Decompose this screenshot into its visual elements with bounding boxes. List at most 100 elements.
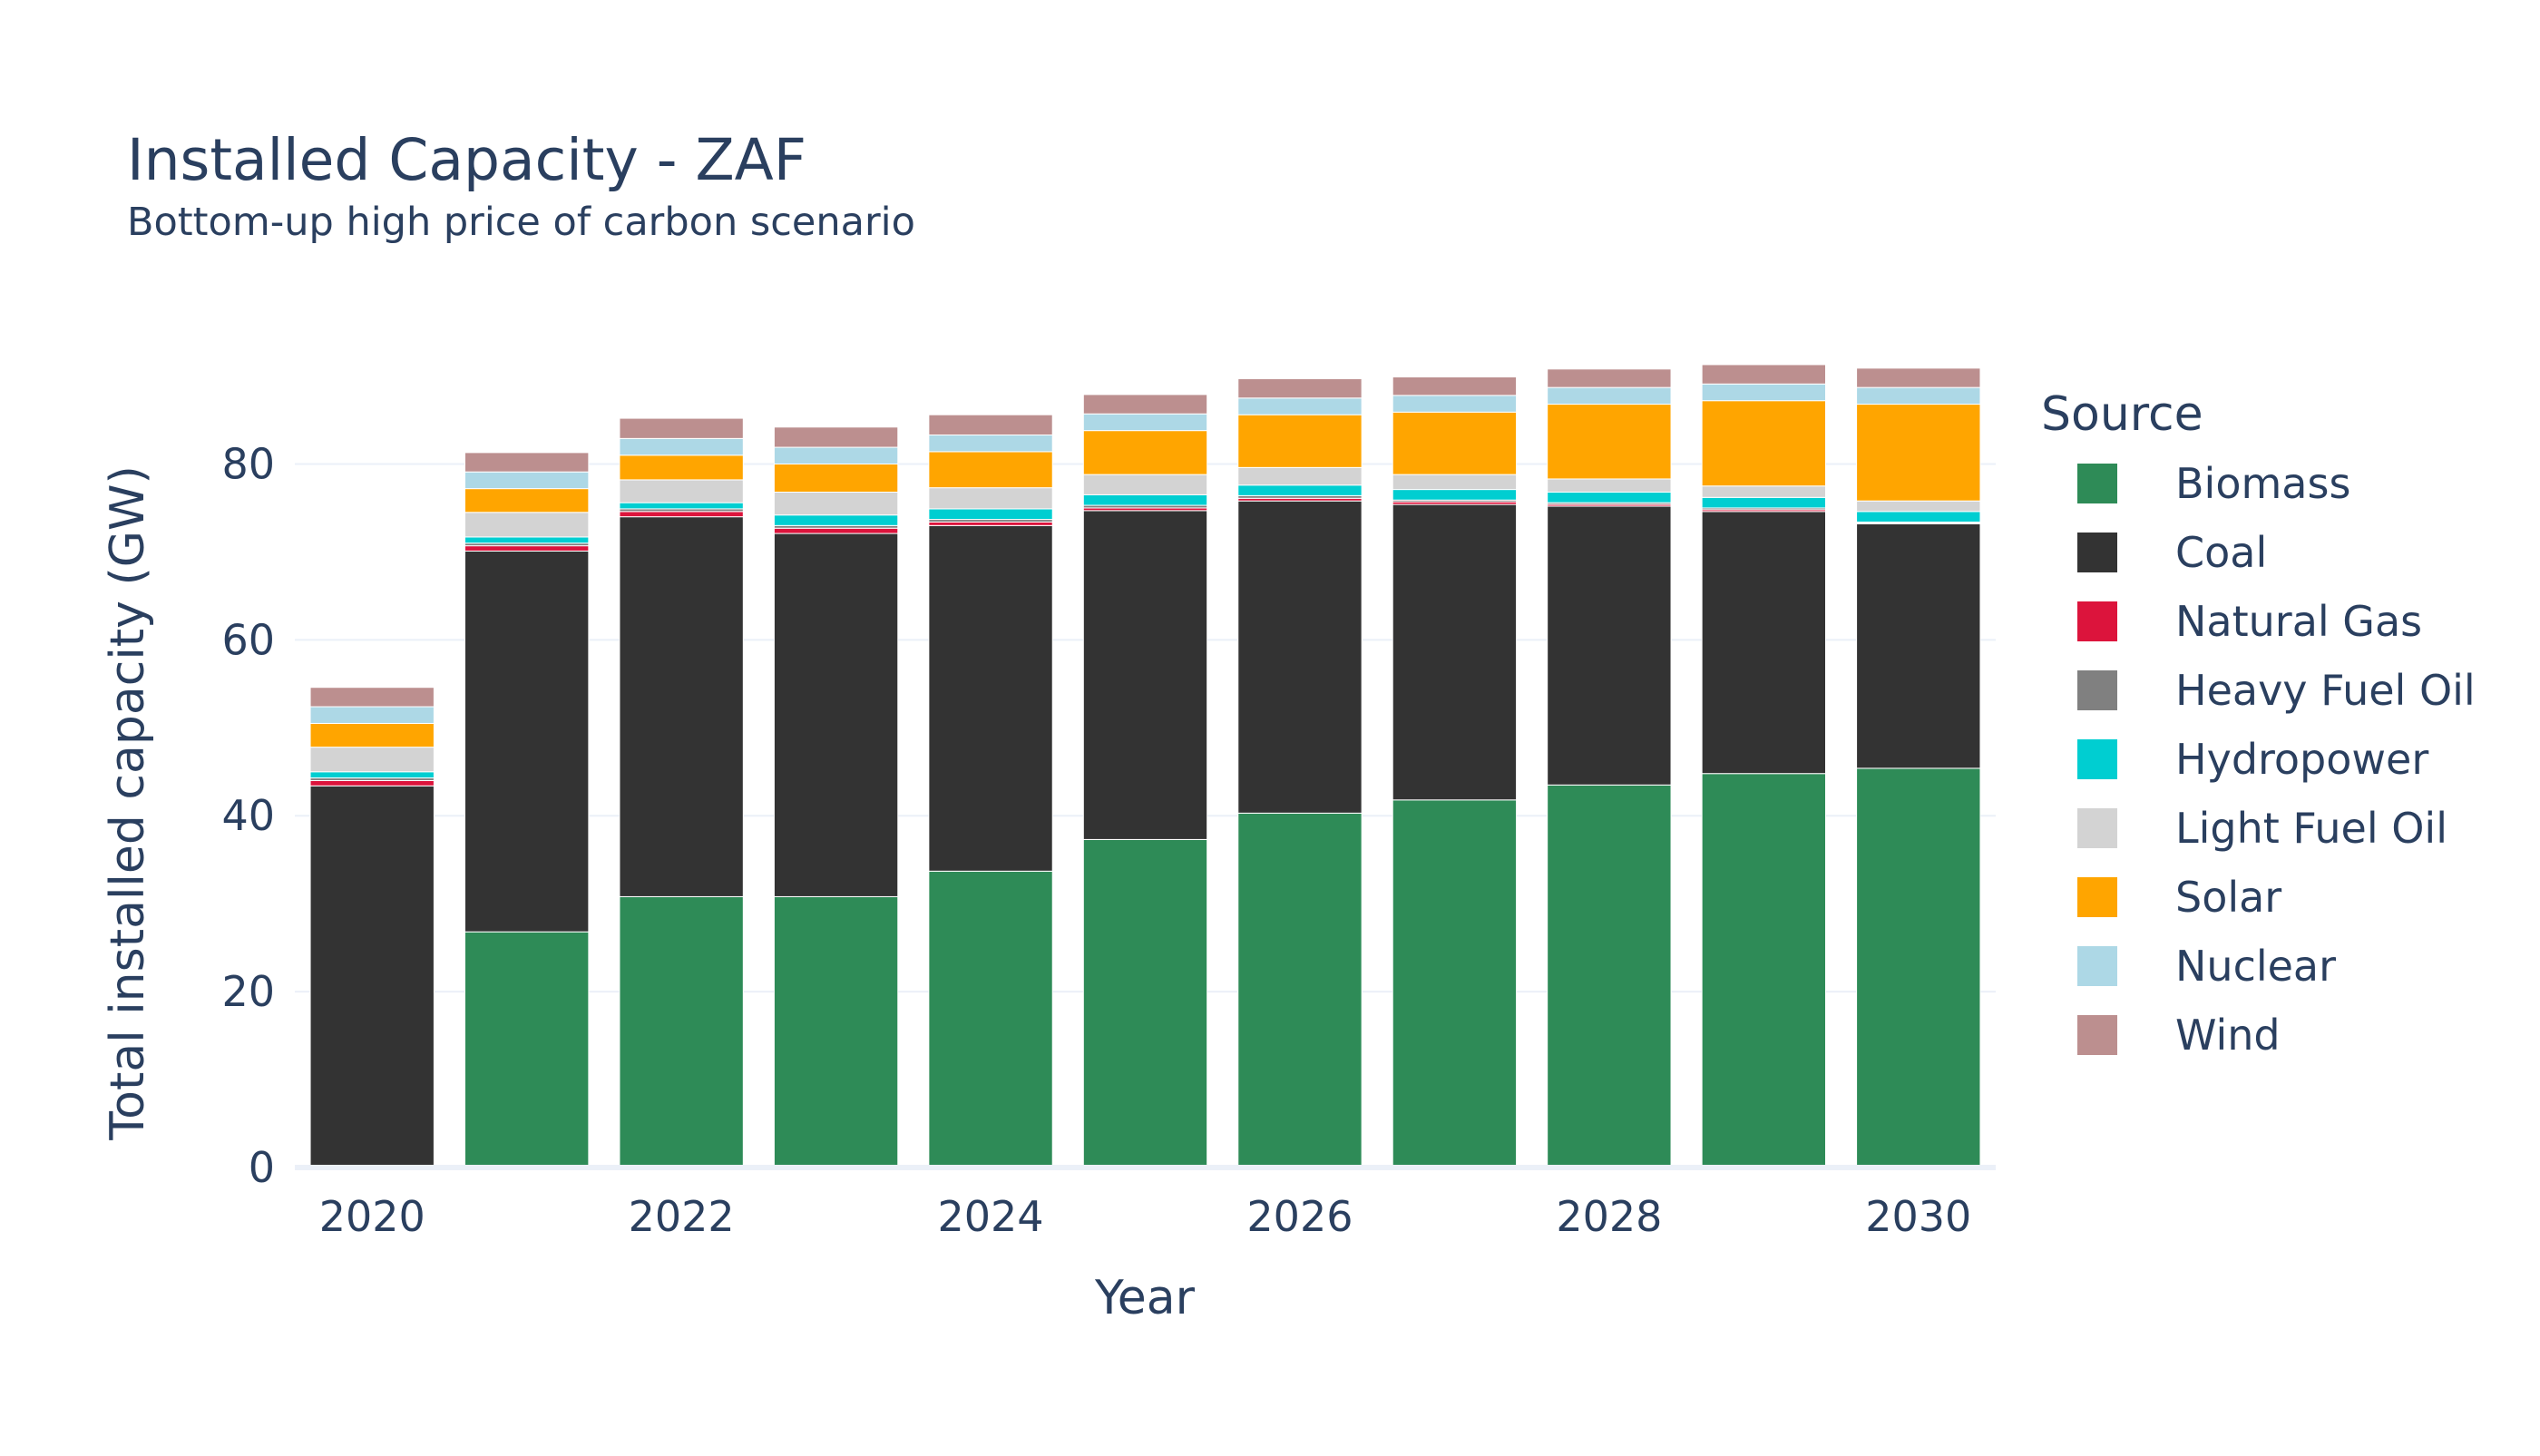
x-tick-label: 2026 xyxy=(1246,1192,1353,1241)
bar-segment-natural-gas xyxy=(309,779,435,787)
bar-segment-nuclear xyxy=(464,471,590,490)
bar-segment-biomass xyxy=(1082,838,1208,1168)
bar-segment-biomass xyxy=(1237,812,1363,1168)
bar-segment-hydropower xyxy=(928,508,1053,521)
legend-label: Biomass xyxy=(2175,459,2350,508)
bar-segment-nuclear xyxy=(1237,397,1363,415)
axes: 0 20 40 60 80 2020 2022 2024 2026 2028 2030 xyxy=(221,439,1996,1241)
bar-segment-biomass xyxy=(1856,767,1981,1168)
bar-segment-hydropower xyxy=(309,771,435,779)
bar-segment-light-fuel-oil xyxy=(928,487,1053,510)
bar-segment-biomass xyxy=(1547,784,1672,1168)
bar-segment-hydropower xyxy=(1237,484,1363,496)
bar-segment-hydropower xyxy=(619,502,744,510)
bar-segment-coal xyxy=(309,785,435,1168)
bar-segment-coal xyxy=(619,516,744,897)
y-tick-label: 80 xyxy=(221,439,275,488)
bar-segment-nuclear xyxy=(1856,386,1981,406)
bar-segment-coal xyxy=(928,524,1053,872)
bar-segment-wind xyxy=(464,452,590,473)
bar-segment-light-fuel-oil xyxy=(309,747,435,773)
bar-segment-wind xyxy=(1547,368,1672,388)
bar-segment-natural-gas xyxy=(619,511,744,518)
x-tick-label: 2028 xyxy=(1556,1192,1662,1241)
bar-segment-light-fuel-oil xyxy=(1392,474,1518,491)
bar-segment-wind xyxy=(1082,394,1208,415)
bar-segment-light-fuel-oil xyxy=(1237,466,1363,486)
chart-title: Installed Capacity - ZAF xyxy=(127,127,806,193)
bar-segment-wind xyxy=(1856,367,1981,388)
bar-segment-solar xyxy=(1856,404,1981,502)
bar-segment-solar xyxy=(928,451,1053,489)
bar-segment-natural-gas xyxy=(464,545,590,552)
bar-segment-light-fuel-oil xyxy=(1856,500,1981,513)
bar-segment-solar xyxy=(309,722,435,748)
bar-segment-biomass xyxy=(773,895,899,1168)
bar-segment-light-fuel-oil xyxy=(464,512,590,538)
x-tick-label: 2030 xyxy=(1865,1192,1971,1241)
bar-segment-nuclear xyxy=(928,434,1053,453)
legend-swatch xyxy=(2077,808,2117,848)
bar-segment-solar xyxy=(1082,430,1208,475)
bar-segment-wind xyxy=(1701,364,1826,385)
bar-segment-wind xyxy=(1392,376,1518,396)
bar-segment-light-fuel-oil xyxy=(1082,474,1208,495)
legend-swatch xyxy=(2077,946,2117,986)
bar-segment-solar xyxy=(1547,404,1672,480)
x-tick-label: 2022 xyxy=(629,1192,735,1241)
y-tick-label: 60 xyxy=(221,615,275,664)
bar-segment-wind xyxy=(773,426,899,448)
bar-segment-coal xyxy=(464,550,590,933)
bar-segment-natural-gas xyxy=(773,527,899,534)
legend-label: Hydropower xyxy=(2175,735,2428,784)
legend-label: Natural Gas xyxy=(2175,597,2422,646)
legend-swatch xyxy=(2077,464,2117,503)
legend-swatch xyxy=(2077,670,2117,710)
bar-segment-hydropower xyxy=(464,536,590,544)
legend-label: Coal xyxy=(2175,528,2267,577)
bar-segment-light-fuel-oil xyxy=(1547,478,1672,493)
bar-segment-nuclear xyxy=(1701,383,1826,402)
legend: Source Biomass Coal Natural Gas Heavy Fuel … xyxy=(2041,387,2476,1060)
bar-segment-coal xyxy=(1856,523,1981,769)
bar-segment-wind xyxy=(309,687,435,708)
bar-segment-biomass xyxy=(928,870,1053,1168)
bar-segment-coal xyxy=(1237,500,1363,814)
legend-label: Light Fuel Oil xyxy=(2175,804,2447,853)
y-axis-title: Total installed capacity (GW) xyxy=(101,465,155,1141)
y-tick-label: 40 xyxy=(221,791,275,840)
bar-segment-nuclear xyxy=(309,706,435,724)
bars xyxy=(309,364,1981,1168)
legend-label: Heavy Fuel Oil xyxy=(2175,666,2476,715)
legend-swatch xyxy=(2077,533,2117,572)
x-tick-label: 2020 xyxy=(319,1192,425,1241)
legend-swatch xyxy=(2077,601,2117,641)
bar-segment-hydropower xyxy=(1701,496,1826,509)
legend-swatch xyxy=(2077,1015,2117,1055)
bar-segment-nuclear xyxy=(1082,413,1208,432)
bar-segment-coal xyxy=(1701,511,1826,775)
bar-segment-coal xyxy=(1392,503,1518,801)
bar-segment-solar xyxy=(1701,400,1826,487)
legend-label: Wind xyxy=(2175,1011,2281,1060)
bar-segment-solar xyxy=(1237,414,1363,468)
legend-swatch xyxy=(2077,877,2117,917)
bar-segment-light-fuel-oil xyxy=(619,479,744,503)
legend-label: Solar xyxy=(2175,873,2281,922)
bar-segment-biomass xyxy=(1392,799,1518,1168)
y-tick-label: 20 xyxy=(221,967,275,1016)
x-axis-title: Year xyxy=(1094,1271,1196,1325)
legend-swatch xyxy=(2077,739,2117,779)
bar-segment-hydropower xyxy=(1082,493,1208,506)
bar-segment-natural-gas xyxy=(928,521,1053,526)
bar-segment-solar xyxy=(773,463,899,493)
bar-segment-wind xyxy=(1237,377,1363,399)
bar-segment-solar xyxy=(619,454,744,481)
bar-segment-nuclear xyxy=(1547,386,1672,406)
bar-segment-nuclear xyxy=(773,446,899,464)
bar-segment-hydropower xyxy=(1856,511,1981,523)
bar-segment-biomass xyxy=(464,931,590,1168)
bar-segment-wind xyxy=(619,417,744,439)
